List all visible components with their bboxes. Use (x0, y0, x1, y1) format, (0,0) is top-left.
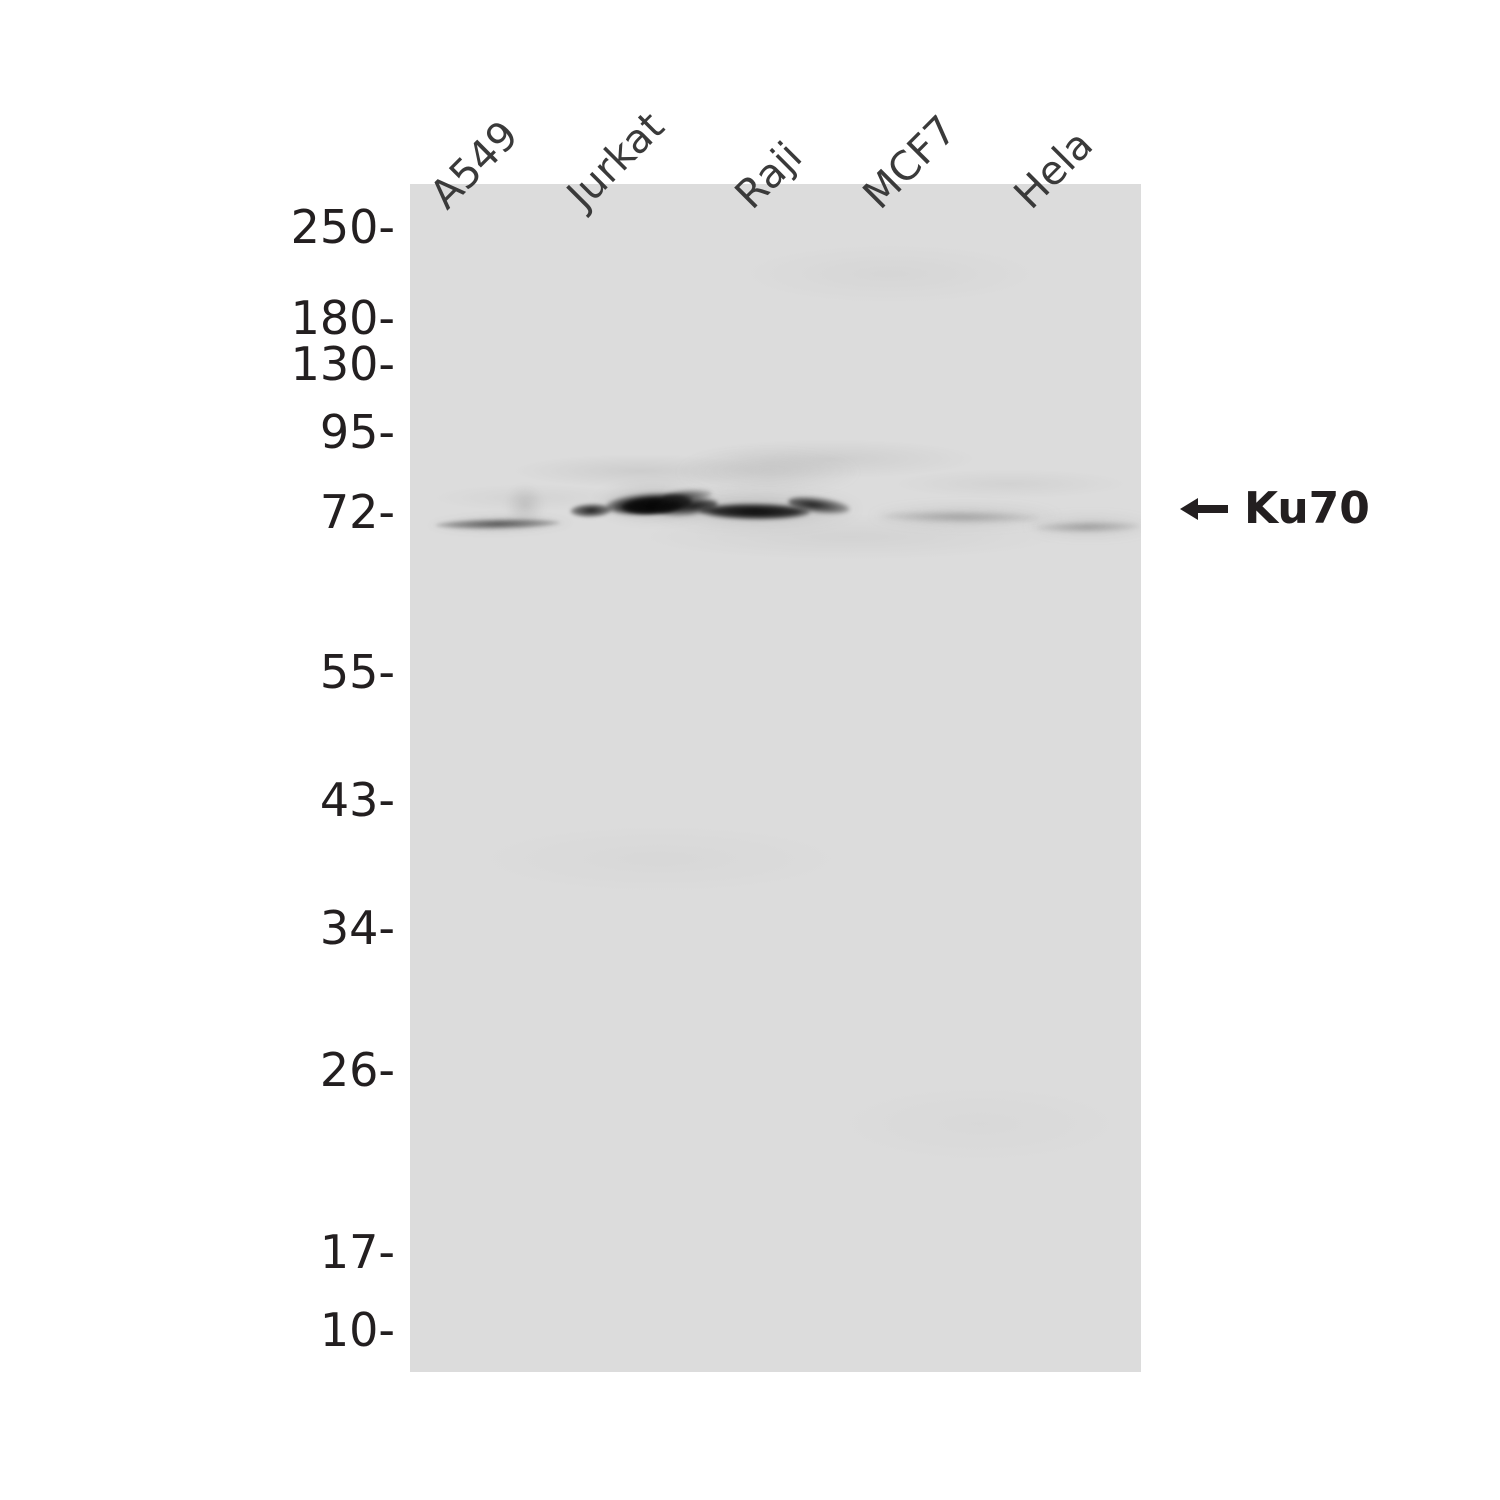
band-a549-halo (427, 512, 574, 536)
band-a549-trace (505, 484, 545, 526)
band-mcf7-halo (870, 504, 1060, 528)
ladder-mark-55: 55- (319, 645, 395, 699)
band-hela-halo (1025, 514, 1141, 538)
band-jurkat-core (621, 496, 683, 516)
membrane-texture (890, 469, 1130, 499)
membrane-texture (740, 244, 1040, 304)
ladder-mark-10: 10- (319, 1303, 395, 1357)
ladder-mark-180: 180- (290, 291, 395, 345)
membrane-texture (640, 514, 1060, 560)
ladder-mark-26: 26- (319, 1043, 395, 1097)
membrane-texture (510, 454, 770, 488)
ladder-mark-130: 130- (290, 337, 395, 391)
membrane-texture (470, 824, 850, 894)
ladder-mark-43: 43- (319, 773, 395, 827)
band-raji-halo (650, 490, 860, 528)
band-jurkat-halo (595, 484, 715, 522)
band-jurkat (605, 491, 693, 517)
band-jurkat-tail (661, 487, 713, 506)
band-hela (1034, 521, 1141, 533)
band-a549 (434, 517, 561, 531)
ladder-mark-34: 34- (319, 901, 395, 955)
band-raji (699, 503, 811, 520)
ladder-mark-250: 250- (290, 200, 395, 254)
membrane-texture (680, 439, 980, 479)
target-label: Ku70 (1244, 483, 1370, 534)
membrane-texture (830, 1084, 1130, 1164)
membrane-texture (430, 484, 630, 512)
left-arrow-icon (1178, 491, 1230, 527)
band-raji-upper-smudge (678, 452, 858, 492)
band-raji-left (657, 496, 719, 519)
ladder-mark-95: 95- (319, 405, 395, 459)
blot-membrane (410, 184, 1141, 1372)
band-mcf7 (879, 511, 1041, 523)
band-jurkat-spot (569, 503, 613, 518)
band-raji-right (787, 494, 851, 517)
target-annotation: Ku70 (1178, 487, 1370, 531)
ladder-mark-17: 17- (319, 1225, 395, 1279)
ladder-mark-72: 72- (319, 485, 395, 539)
